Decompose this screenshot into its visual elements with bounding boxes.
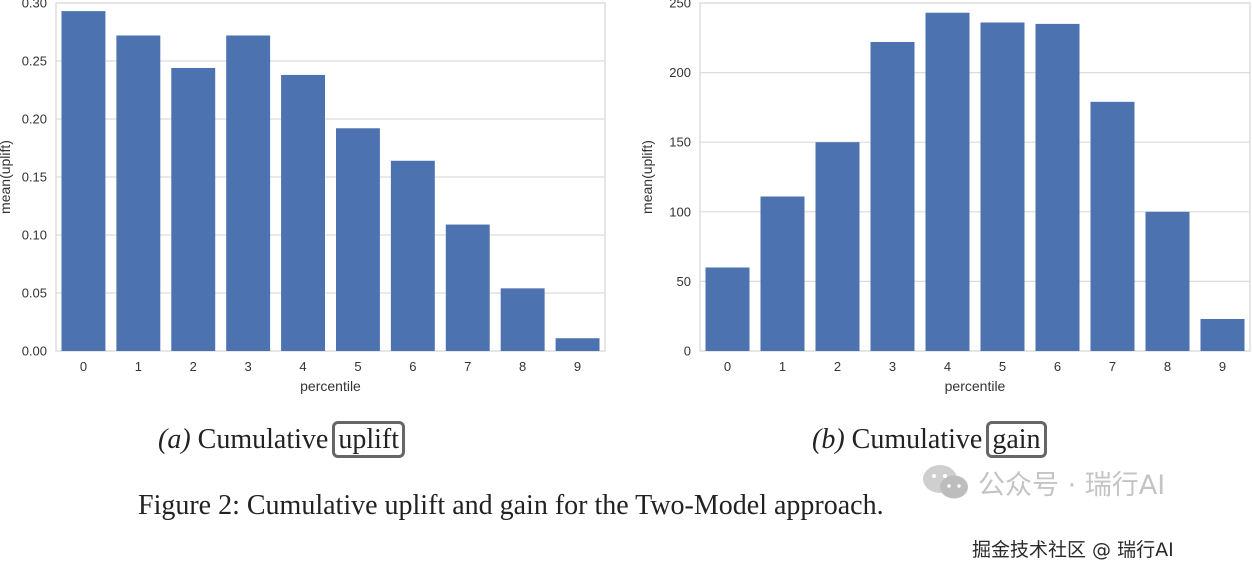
bar [171, 67, 216, 352]
y-tick-label: 0.30 [22, 0, 47, 11]
x-tick-label: 4 [944, 359, 951, 374]
chart-a-uplift: 0.00 0.05 0.10 0.15 0.20 0.25 0.30 0 1 2 3 4 5 6 7 8 9 pe… [0, 0, 606, 394]
chart-b-gain: 0 50 100 150 200 250 0 1 2 3 4 5 6 7 8 9 percentile mean(… [639, 0, 1251, 394]
bar [555, 338, 600, 351]
x-tick-label: 7 [464, 359, 471, 374]
subcaption-b: (b) Cumulative gain [812, 421, 1047, 464]
wechat-watermark-text: 公众号 · 瑞行AI [978, 469, 1166, 501]
bar [925, 12, 970, 352]
x-tick-label: 2 [834, 359, 841, 374]
subcaption-a-text: Cumulative [197, 424, 329, 455]
x-tick-label: 9 [574, 359, 581, 374]
bar [61, 11, 106, 352]
x-tick-label: 3 [889, 359, 896, 374]
y-tick-label: 0 [684, 344, 691, 359]
x-axis-label: percentile [300, 378, 361, 394]
bar [1145, 211, 1190, 351]
bar [226, 35, 271, 351]
y-tick-label: 0.00 [22, 344, 47, 359]
subcaption-a-label: (a) [158, 424, 191, 455]
site-watermark: 掘金技术社区 @ 瑞行AI [972, 539, 1174, 561]
bar [445, 224, 490, 351]
x-tick-label: 8 [519, 359, 526, 374]
wechat-watermark: 公众号 · 瑞行AI [920, 462, 1165, 502]
subcaption-b-label: (b) [812, 424, 845, 455]
x-axis-label: percentile [945, 378, 1006, 394]
x-tick-label: 0 [724, 359, 731, 374]
subcaption-b-text: Cumulative [851, 424, 983, 455]
x-tick-label: 9 [1219, 359, 1226, 374]
subcaption-a-boxed-word: uplift [332, 421, 405, 458]
y-tick-label: 200 [669, 65, 691, 80]
x-tick-label: 5 [354, 359, 361, 374]
subcaption-a: (a) Cumulative uplift [158, 421, 405, 464]
bar [705, 267, 750, 351]
y-tick-label: 150 [669, 135, 691, 150]
y-tick-label: 50 [677, 274, 691, 289]
bar [281, 74, 326, 352]
bar [1035, 23, 1080, 351]
bar [760, 196, 805, 351]
y-tick-label: 100 [669, 204, 691, 219]
y-tick-label: 0.15 [22, 170, 47, 185]
y-tick-label: 0.25 [22, 54, 47, 69]
y-axis-label: mean(uplift) [0, 140, 13, 214]
x-tick-label: 5 [999, 359, 1006, 374]
bar [390, 160, 435, 351]
bar [1200, 318, 1245, 351]
x-tick-label: 6 [1054, 359, 1061, 374]
x-tick-label: 2 [190, 359, 197, 374]
x-tick-label: 3 [245, 359, 252, 374]
y-tick-label: 0.10 [22, 228, 47, 243]
y-axis-label: mean(uplift) [639, 140, 655, 214]
y-tick-label: 0.20 [22, 112, 47, 127]
bar [116, 35, 161, 351]
x-tick-label: 7 [1109, 359, 1116, 374]
x-tick-label: 4 [299, 359, 306, 374]
x-tick-label: 6 [409, 359, 416, 374]
x-tick-label: 1 [779, 359, 786, 374]
bar [1090, 101, 1135, 351]
x-tick-label: 8 [1164, 359, 1171, 374]
subcaption-b-boxed-word: gain [986, 421, 1047, 458]
figure-caption: Figure 2: Cumulative uplift and gain for… [138, 490, 884, 521]
wechat-icon [923, 465, 968, 499]
x-tick-label: 1 [135, 359, 142, 374]
bar [815, 142, 860, 351]
bar [500, 288, 545, 351]
bar [870, 41, 915, 351]
x-tick-label: 0 [80, 359, 87, 374]
y-tick-label: 250 [669, 0, 691, 11]
y-tick-label: 0.05 [22, 286, 47, 301]
bar [335, 128, 380, 351]
bar [980, 22, 1025, 351]
